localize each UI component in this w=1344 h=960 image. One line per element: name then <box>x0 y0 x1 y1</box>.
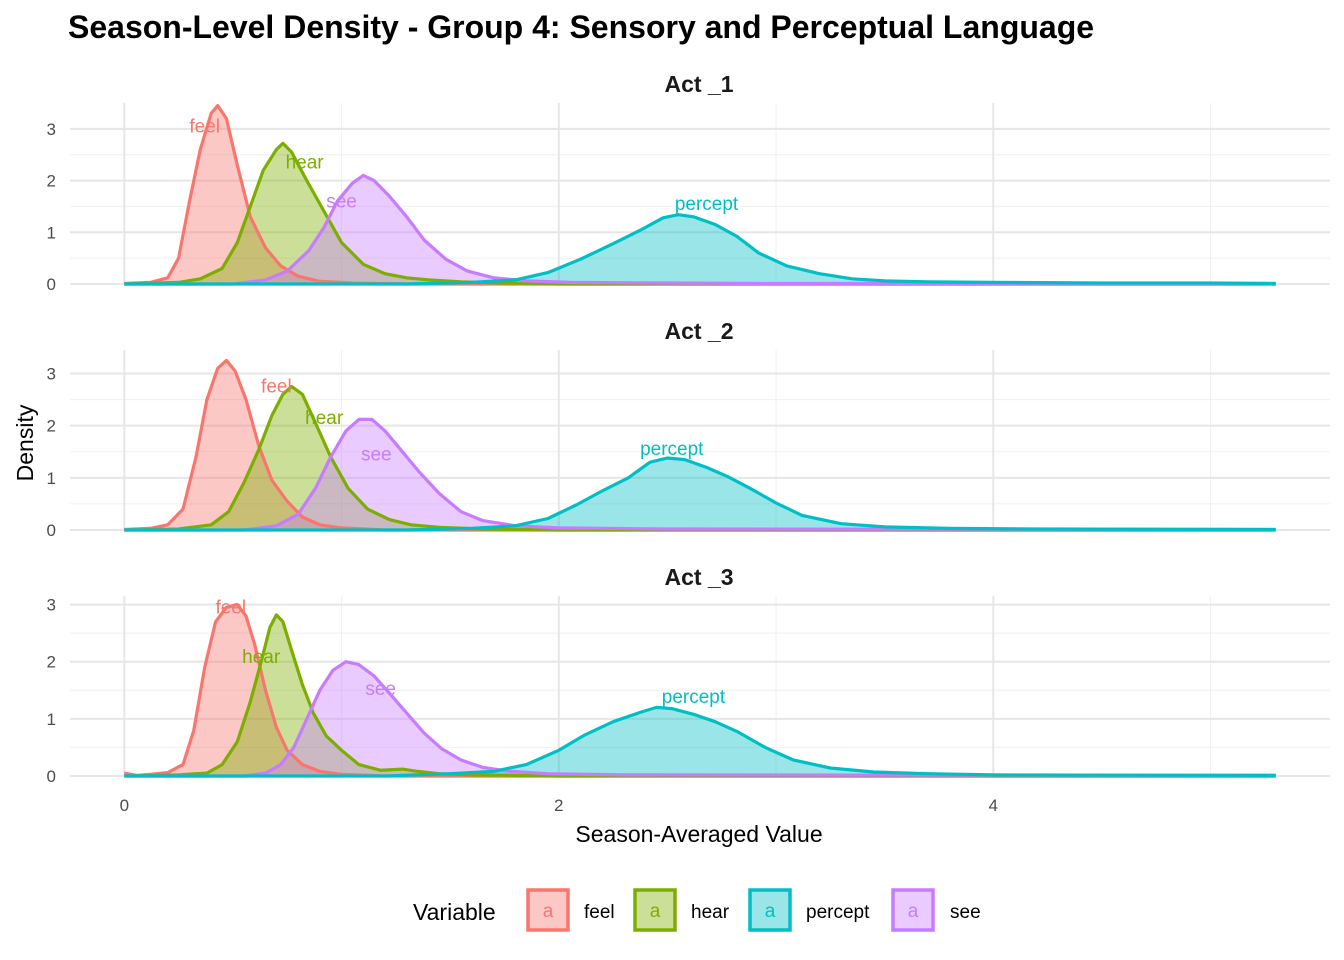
series-label-hear: hear <box>242 647 281 668</box>
facet-strip-label: Act _2 <box>664 318 733 344</box>
series-label-percept: percept <box>662 687 726 708</box>
density-area-feel <box>124 105 1276 284</box>
density-area-see <box>124 661 1276 776</box>
legend-item-hear: a hear <box>633 888 730 932</box>
legend-key <box>633 888 677 932</box>
legend-key-glyph: a <box>908 901 919 922</box>
chart-title: Season-Level Density - Group 4: Sensory … <box>68 9 1094 45</box>
facet-strip-label: Act _3 <box>664 564 733 590</box>
y-tick-label: 3 <box>47 364 56 383</box>
density-area-percept <box>124 707 1276 776</box>
density-area-feel <box>124 604 1276 776</box>
density-line-percept <box>124 705 1276 778</box>
y-tick-label: 1 <box>47 469 56 488</box>
series-label-percept: percept <box>675 194 739 215</box>
density-line-hear <box>124 384 1276 532</box>
density-area-hear <box>124 614 1276 776</box>
y-tick-label: 0 <box>47 521 56 540</box>
density-area-see <box>124 175 1276 284</box>
y-tick-label: 1 <box>47 223 56 242</box>
density-line-see <box>124 173 1276 286</box>
x-tick-label: 2 <box>554 796 563 815</box>
density-area-hear <box>124 386 1276 530</box>
density-line-hear <box>124 141 1276 286</box>
facet-strip-label: Act _1 <box>664 71 733 97</box>
legend-key <box>748 888 792 932</box>
legend: Variable a feel a hear a percept a see <box>413 888 981 932</box>
y-tick-label: 2 <box>47 172 56 191</box>
legend-item-see: a see <box>891 888 981 932</box>
x-axis-label: Season-Averaged Value <box>575 821 822 847</box>
density-line-feel <box>124 104 1276 286</box>
series-label-feel: feel <box>189 116 220 137</box>
y-tick-label: 3 <box>47 120 56 139</box>
series-label-feel: feel <box>215 597 246 618</box>
legend-label: see <box>950 902 981 923</box>
series-label-hear: hear <box>305 408 344 429</box>
legend-key-glyph: a <box>543 901 554 922</box>
legend-title: Variable <box>413 899 496 925</box>
x-tick-label: 4 <box>989 796 998 815</box>
y-tick-label: 2 <box>47 653 56 672</box>
legend-label: hear <box>691 902 730 923</box>
series-label-see: see <box>365 679 396 700</box>
density-area-feel <box>124 360 1276 530</box>
density-area-hear <box>124 143 1276 284</box>
density-area-percept <box>124 214 1276 284</box>
legend-item-percept: a percept <box>748 888 870 932</box>
x-tick-label: 0 <box>120 796 129 815</box>
density-line-hear <box>124 613 1276 778</box>
density-line-feel <box>124 603 1276 778</box>
y-tick-label: 2 <box>47 417 56 436</box>
series-label-percept: percept <box>640 439 704 460</box>
density-line-percept <box>124 456 1276 532</box>
legend-key-glyph: a <box>650 901 661 922</box>
density-area-percept <box>124 458 1276 530</box>
legend-label: feel <box>584 902 615 923</box>
y-tick-label: 0 <box>47 767 56 786</box>
legend-key <box>526 888 570 932</box>
series-label-feel: feel <box>261 377 292 398</box>
facet-panel: Act _3 0 1 2 3 feel hear see percept 0 2 4 <box>47 564 1330 815</box>
density-line-percept <box>124 213 1276 286</box>
density-area-see <box>124 419 1276 530</box>
y-tick-label: 0 <box>47 275 56 294</box>
y-axis-label: Density <box>12 404 38 481</box>
y-tick-label: 3 <box>47 596 56 615</box>
legend-key-glyph: a <box>765 901 776 922</box>
legend-item-feel: a feel <box>526 888 615 932</box>
density-line-feel <box>124 358 1276 532</box>
series-label-hear: hear <box>286 152 325 173</box>
series-label-see: see <box>361 444 392 465</box>
legend-key <box>891 888 935 932</box>
y-tick-label: 1 <box>47 710 56 729</box>
series-label-see: see <box>326 191 357 212</box>
legend-label: percept <box>806 902 870 923</box>
